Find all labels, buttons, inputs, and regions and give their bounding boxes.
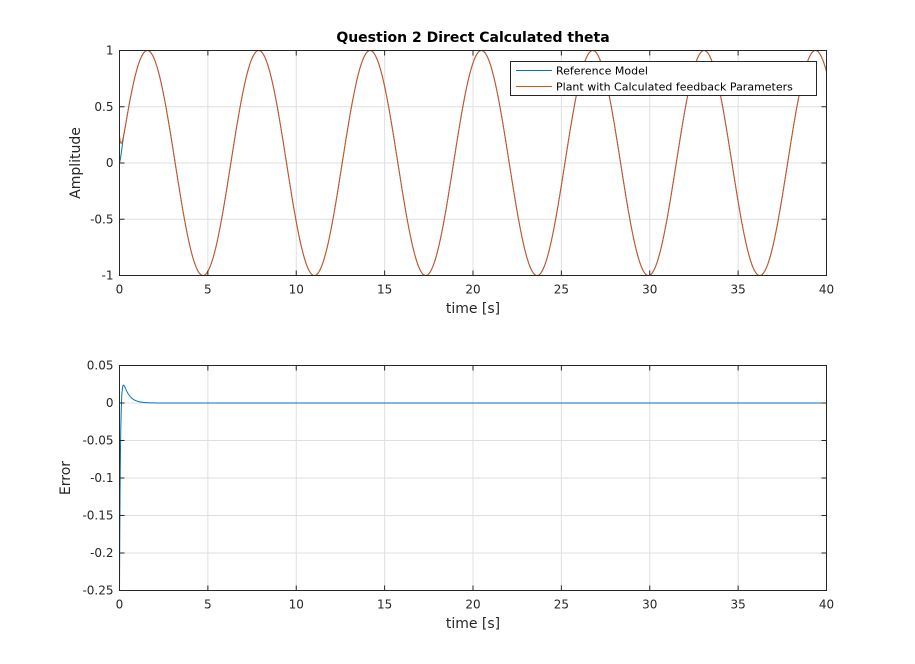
top-y-tick-label: 1 xyxy=(106,44,114,58)
top-series-line-1 xyxy=(119,49,827,277)
bottom-x-tick-label: 25 xyxy=(554,598,569,612)
bottom-lines xyxy=(119,384,827,591)
legend: Reference Model Plant with Calculated fe… xyxy=(510,61,817,96)
bottom-series-line-0 xyxy=(119,384,827,591)
bottom-y-tick-label: -0.1 xyxy=(90,471,113,485)
top-x-tick-label: 40 xyxy=(819,283,834,297)
top-lines xyxy=(119,49,827,277)
bottom-x-tick-label: 0 xyxy=(116,598,124,612)
legend-box xyxy=(510,61,817,96)
bottom-y-tick-label: -0.2 xyxy=(90,546,113,560)
top-x-tick-label: 10 xyxy=(289,283,304,297)
top-y-axis-label: Amplitude xyxy=(68,127,84,199)
top-y-tick-label: -1 xyxy=(102,269,114,283)
top-x-tick-label: 0 xyxy=(116,283,124,297)
bottom-y-tick-label: -0.05 xyxy=(82,434,113,448)
bottom-x-tick-label: 35 xyxy=(730,598,745,612)
top-y-tick-label: 0 xyxy=(106,156,114,170)
bottom-x-tick-label: 15 xyxy=(377,598,392,612)
bottom-x-tick-label: 20 xyxy=(465,598,480,612)
bottom-ticks: 0 5 10 15 20 25 30 35 40 -0.25 -0.2 -0.15 -0.1 -0.05 0… xyxy=(82,359,834,612)
top-x-tick-label: 5 xyxy=(204,283,212,297)
legend-label-plant: Plant with Calculated feedback Parameter… xyxy=(556,81,793,94)
top-axes: 0 5 10 15 20 25 30 35 40 -1 -0.5 0 0.5 1 Question 2 D… xyxy=(68,30,834,317)
bottom-y-tick-label: -0.25 xyxy=(82,584,113,598)
top-chart-title: Question 2 Direct Calculated theta xyxy=(336,30,609,46)
top-x-tick-label: 35 xyxy=(730,283,745,297)
top-ticks: 0 5 10 15 20 25 30 35 40 -1 -0.5 0 0.5 1 xyxy=(90,44,834,297)
bottom-axes: 0 5 10 15 20 25 30 35 40 -0.25 -0.2 -0.15 -0.1 -0.05 0… xyxy=(58,359,834,633)
bottom-y-tick-label: -0.15 xyxy=(82,509,113,523)
top-x-tick-label: 20 xyxy=(465,283,480,297)
top-y-tick-label: 0.5 xyxy=(94,100,113,114)
legend-label-reference-model: Reference Model xyxy=(556,65,648,78)
bottom-x-tick-label: 30 xyxy=(642,598,657,612)
bottom-x-tick-label: 5 xyxy=(204,598,212,612)
top-x-tick-label: 15 xyxy=(377,283,392,297)
bottom-x-tick-label: 40 xyxy=(819,598,834,612)
top-x-tick-label: 30 xyxy=(642,283,657,297)
bottom-x-axis-label: time [s] xyxy=(446,616,500,632)
bottom-y-axis-label: Error xyxy=(58,461,74,495)
bottom-x-tick-label: 10 xyxy=(289,598,304,612)
bottom-y-tick-label: 0 xyxy=(106,396,114,410)
top-y-tick-label: -0.5 xyxy=(90,212,113,226)
top-x-axis-label: time [s] xyxy=(446,301,500,317)
bottom-y-tick-label: 0.05 xyxy=(87,359,114,373)
top-x-tick-label: 25 xyxy=(554,283,569,297)
